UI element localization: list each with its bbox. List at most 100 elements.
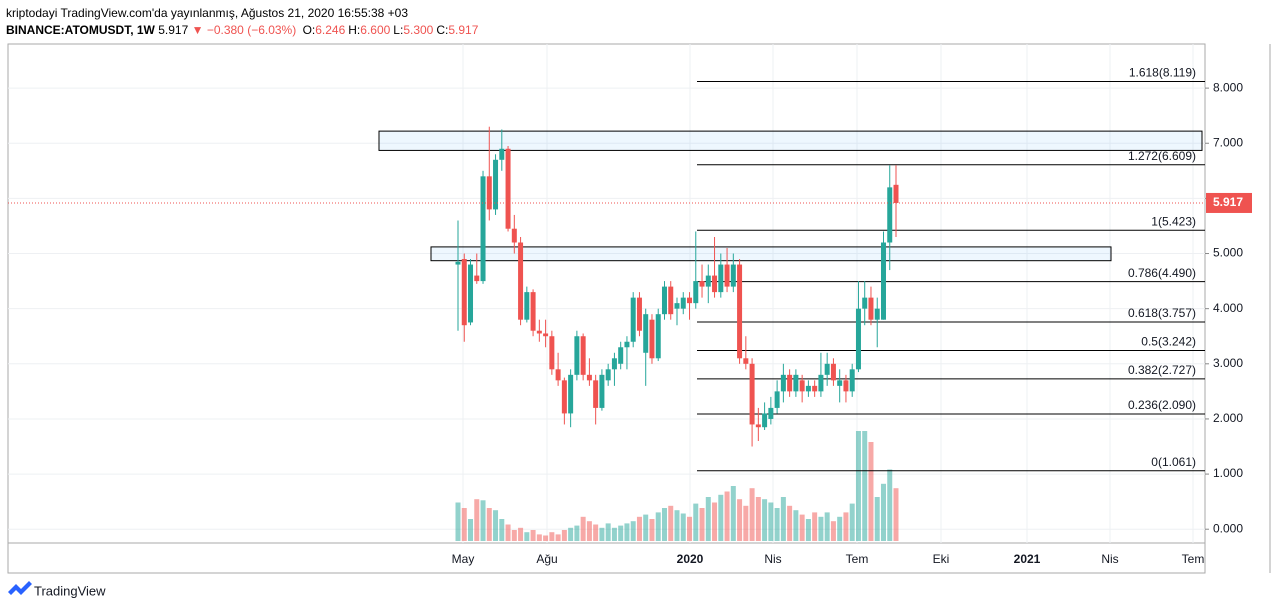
- plot-frame: [7, 43, 1206, 544]
- candle-body: [524, 292, 530, 320]
- candle-body: [768, 407, 774, 419]
- last-price-label: 5.917: [1213, 195, 1243, 209]
- candle-body: [505, 148, 511, 229]
- candle-body: [474, 275, 480, 282]
- volume-bar: [880, 483, 886, 541]
- candle-body: [780, 374, 786, 392]
- x-tick-label: Eki: [933, 552, 950, 566]
- volume-bar: [868, 442, 874, 541]
- candle-body: [893, 184, 899, 203]
- volume-bar: [780, 497, 786, 541]
- volume-bar: [768, 502, 774, 541]
- candle-body: [636, 297, 642, 331]
- field-key: L:: [393, 23, 404, 37]
- field-value: 6.600: [360, 23, 391, 37]
- candle-body: [755, 424, 761, 428]
- candle-body: [674, 303, 680, 309]
- candle-body: [624, 341, 630, 348]
- candle-body: [743, 358, 749, 364]
- volume-bar: [774, 508, 780, 541]
- candle-body: [774, 391, 780, 408]
- symbol: BINANCE:ATOMUSDT, 1W: [6, 23, 155, 37]
- symbol-line: BINANCE:ATOMUSDT, 1W 5.917 ▼ −0.380 (−6.…: [6, 22, 478, 39]
- volume-bar: [611, 527, 617, 541]
- candle-body: [605, 369, 611, 381]
- volume-bar: [793, 510, 799, 541]
- candle-body: [461, 259, 467, 326]
- volume-bar: [855, 431, 861, 541]
- volume-bar: [636, 516, 642, 541]
- y-tick-label: 1.000: [1213, 466, 1243, 480]
- volume-bar: [818, 516, 824, 541]
- volume-bar: [649, 519, 655, 541]
- volume-bar: [518, 527, 524, 541]
- candle-body: [543, 333, 549, 337]
- volume-bar: [693, 503, 699, 541]
- candle-body: [724, 264, 730, 287]
- zone: [430, 246, 1112, 262]
- footer: TradingView: [34, 583, 106, 598]
- zone: [378, 130, 1203, 151]
- candle-body: [855, 308, 861, 370]
- y-tick-label: 0.000: [1213, 521, 1243, 535]
- volume-bar: [468, 519, 474, 541]
- x-tick-label: Nis: [764, 552, 781, 566]
- volume-bar: [530, 530, 536, 541]
- volume-bar: [849, 503, 855, 541]
- volume-bar: [762, 499, 768, 541]
- volume-bar: [630, 521, 636, 541]
- volume-bar: [655, 512, 661, 541]
- change: ▼ −0.380 (−6.03%): [191, 23, 297, 37]
- field-key: O:: [302, 23, 316, 37]
- volume-bar: [561, 530, 567, 541]
- volume-bar: [887, 469, 893, 541]
- candle-body: [499, 148, 505, 160]
- candle-body: [480, 176, 486, 282]
- x-tick-label: Tem: [1182, 552, 1205, 566]
- candle-body: [630, 297, 636, 342]
- author: kriptodayi TradingView.com'da yayınlanmı…: [6, 6, 408, 20]
- publish-line: kriptodayi TradingView.com'da yayınlanmı…: [6, 5, 478, 22]
- volume-bar: [705, 497, 711, 541]
- candle-body: [680, 297, 686, 309]
- volume-bar: [730, 486, 736, 541]
- candle-body: [586, 374, 592, 381]
- volume-bar: [624, 523, 630, 541]
- volume-bar: [737, 499, 743, 541]
- candle-body: [511, 228, 517, 243]
- y-tick-label: 7.000: [1213, 135, 1243, 149]
- candle-body: [687, 297, 693, 304]
- volume-bar: [843, 512, 849, 541]
- candle-body: [555, 369, 561, 381]
- candle-body: [549, 336, 555, 370]
- candle-body: [718, 264, 724, 293]
- candle-body: [849, 369, 855, 392]
- volume-bar: [743, 505, 749, 541]
- field-key: C:: [436, 23, 449, 37]
- candle-body: [536, 330, 542, 334]
- volume-bar: [837, 516, 843, 541]
- fib-label: 0.382(2.727): [1128, 363, 1196, 377]
- candle-body: [693, 281, 699, 304]
- x-tick-label: May: [452, 552, 475, 566]
- volume-bar: [555, 534, 561, 541]
- volume-bar: [605, 523, 611, 541]
- volume-bar: [480, 500, 486, 541]
- volume-bar: [812, 512, 818, 541]
- last: 5.917: [158, 23, 189, 37]
- volume-bar: [568, 527, 574, 541]
- candle-body: [880, 242, 886, 320]
- y-tick-label: 8.000: [1213, 80, 1243, 94]
- volume-bar: [874, 497, 880, 541]
- y-tick-label: 4.000: [1213, 301, 1243, 315]
- volume-bar: [724, 491, 730, 541]
- x-axis-panel: [7, 542, 1206, 574]
- candle-body: [862, 297, 868, 309]
- x-tick-label: Ağu: [536, 552, 557, 566]
- volume-bar: [536, 534, 542, 541]
- header: kriptodayi TradingView.com'da yayınlanmı…: [6, 5, 478, 39]
- volume-bar: [718, 494, 724, 541]
- candle-body: [486, 176, 492, 210]
- candle-body: [655, 314, 661, 359]
